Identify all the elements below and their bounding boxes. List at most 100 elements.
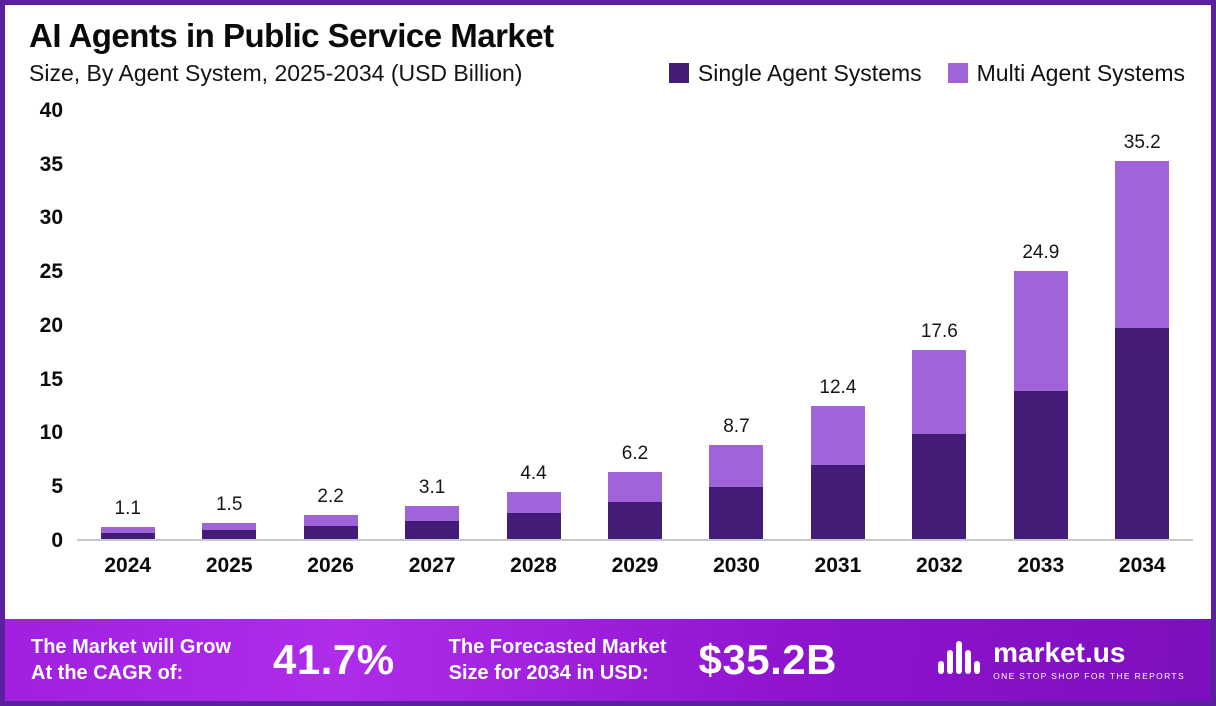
segment-single-agent[interactable] <box>100 532 155 539</box>
bar-stack[interactable] <box>607 472 662 539</box>
bar-column: 17.6 <box>889 111 990 539</box>
x-axis-label: 2025 <box>205 553 253 577</box>
legend-item[interactable]: Single Agent Systems <box>668 59 922 87</box>
bar-column: 35.2 <box>1092 111 1193 539</box>
cagr-label-line1: The Market will Grow <box>31 636 232 658</box>
page-title: AI Agents in Public Service Market <box>29 17 554 54</box>
bar-stack[interactable] <box>405 505 460 539</box>
forecast-label: The Forecasted Market Size for 2034 in U… <box>449 634 667 686</box>
segment-single-agent[interactable] <box>912 433 967 539</box>
cagr-label-line2: At the CAGR of: <box>31 662 184 684</box>
segment-single-agent[interactable] <box>1115 328 1170 539</box>
subtitle-row: Size, By Agent System, 2025-2034 (USD Bi… <box>29 60 1187 87</box>
segment-multi-agent[interactable] <box>506 491 561 514</box>
x-axis-label: 2031 <box>814 553 862 577</box>
forecast-label-line2: Size for 2034 in USD: <box>448 662 649 684</box>
y-axis-tick: 25 <box>39 260 63 284</box>
bar-stack[interactable] <box>1013 271 1068 539</box>
x-axis-label: 2032 <box>915 553 963 577</box>
y-axis-tick: 0 <box>51 528 63 552</box>
legend-swatch <box>947 63 968 84</box>
bar-stack[interactable] <box>912 349 967 539</box>
y-axis-tick: 20 <box>39 313 63 337</box>
legend-item[interactable]: Multi Agent Systems <box>947 59 1185 87</box>
bar-total-label: 3.1 <box>418 476 446 498</box>
y-axis-tick: 15 <box>39 367 63 391</box>
x-axis-label: 2027 <box>408 553 456 577</box>
y-axis-tick: 10 <box>39 421 63 445</box>
segment-single-agent[interactable] <box>303 526 358 539</box>
y-axis: 0 5 10 15 20 25 30 35 40 <box>31 99 77 552</box>
bar-column: 1.1 <box>77 111 178 539</box>
bars: 1.1 1.5 2.2 3.1 4.4 6.2 8.7 12.4 17.6 24.9 35.2 <box>77 111 1193 541</box>
segment-multi-agent[interactable] <box>303 515 358 527</box>
brand-name: market.us <box>993 637 1126 668</box>
segment-single-agent[interactable] <box>1013 390 1068 539</box>
chart-area: 0 5 10 15 20 25 30 35 40 1.1 1.5 2.2 3.1 4.4 6.2 8.7 12… <box>5 87 1211 619</box>
brand-text: market.us ONE STOP SHOP FOR THE REPORTS <box>993 637 1185 682</box>
x-axis-label: 2028 <box>510 553 557 577</box>
segment-single-agent[interactable] <box>607 502 662 539</box>
footer-banner: The Market will Grow At the CAGR of: 41.… <box>5 619 1211 701</box>
x-axis-label: 2034 <box>1118 553 1166 577</box>
bar-total-label: 1.1 <box>114 498 141 520</box>
brand-wave-icon <box>938 638 982 683</box>
bar-stack[interactable] <box>506 491 561 539</box>
segment-multi-agent[interactable] <box>912 349 967 434</box>
segment-single-agent[interactable] <box>709 487 764 539</box>
page-subtitle: Size, By Agent System, 2025-2034 (USD Bi… <box>29 59 523 86</box>
bar-total-label: 2.2 <box>317 486 344 508</box>
cagr-value: 41.7% <box>273 636 395 683</box>
segment-single-agent[interactable] <box>202 530 257 539</box>
legend-label: Multi Agent Systems <box>976 59 1185 86</box>
bar-column: 4.4 <box>483 111 584 539</box>
x-axis-label: 2029 <box>611 553 659 577</box>
bar-total-label: 12.4 <box>819 376 857 398</box>
bar-total-label: 1.5 <box>215 493 243 515</box>
y-axis-tick: 40 <box>39 98 63 122</box>
segment-multi-agent[interactable] <box>607 472 662 503</box>
segment-single-agent[interactable] <box>405 520 460 539</box>
header: AI Agents in Public Service Market Size,… <box>5 5 1211 87</box>
segment-multi-agent[interactable] <box>709 445 764 488</box>
y-axis-tick: 30 <box>39 206 63 230</box>
y-axis-tick: 35 <box>39 152 63 176</box>
bar-stack[interactable] <box>202 522 257 539</box>
x-axis-label: 2033 <box>1017 553 1065 577</box>
bar-total-label: 4.4 <box>520 462 547 484</box>
x-axis-label: 2026 <box>307 553 354 577</box>
bar-total-label: 35.2 <box>1123 131 1161 153</box>
x-axis-label: 2024 <box>104 553 152 577</box>
forecast-value: $35.2B <box>698 636 837 683</box>
bar-stack[interactable] <box>303 515 358 539</box>
segment-multi-agent[interactable] <box>202 522 257 531</box>
legend-label: Single Agent Systems <box>697 59 922 86</box>
segment-single-agent[interactable] <box>810 464 865 539</box>
plot: 1.1 1.5 2.2 3.1 4.4 6.2 8.7 12.4 17.6 24.9 35.2 20… <box>77 111 1193 619</box>
bar-stack[interactable] <box>100 527 155 539</box>
bar-total-label: 8.7 <box>723 416 750 438</box>
x-axis-label: 2030 <box>713 553 760 577</box>
bar-total-label: 17.6 <box>920 320 958 342</box>
bar-column: 12.4 <box>787 111 888 539</box>
bar-stack[interactable] <box>1115 160 1170 539</box>
y-axis-tick: 5 <box>51 475 63 499</box>
segment-multi-agent[interactable] <box>810 405 865 465</box>
segment-multi-agent[interactable] <box>1013 271 1068 391</box>
legend: Single Agent Systems Multi Agent Systems <box>668 59 1187 87</box>
bar-total-label: 6.2 <box>621 443 649 465</box>
segment-multi-agent[interactable] <box>405 505 460 521</box>
cagr-label: The Market will Grow At the CAGR of: <box>31 634 231 686</box>
bar-total-label: 24.9 <box>1022 242 1060 264</box>
legend-swatch <box>668 63 689 84</box>
bar-column: 1.5 <box>178 111 279 539</box>
bar-stack[interactable] <box>709 445 764 539</box>
bar-stack[interactable] <box>810 405 865 539</box>
brand-tagline: ONE STOP SHOP FOR THE REPORTS <box>993 671 1185 681</box>
segment-single-agent[interactable] <box>506 513 561 539</box>
bar-column: 6.2 <box>584 111 685 539</box>
x-axis: 2024 2025 2026 2027 2028 2029 2030 2031 2032 2033… <box>77 541 1193 578</box>
segment-multi-agent[interactable] <box>100 527 155 533</box>
segment-multi-agent[interactable] <box>1115 160 1170 329</box>
